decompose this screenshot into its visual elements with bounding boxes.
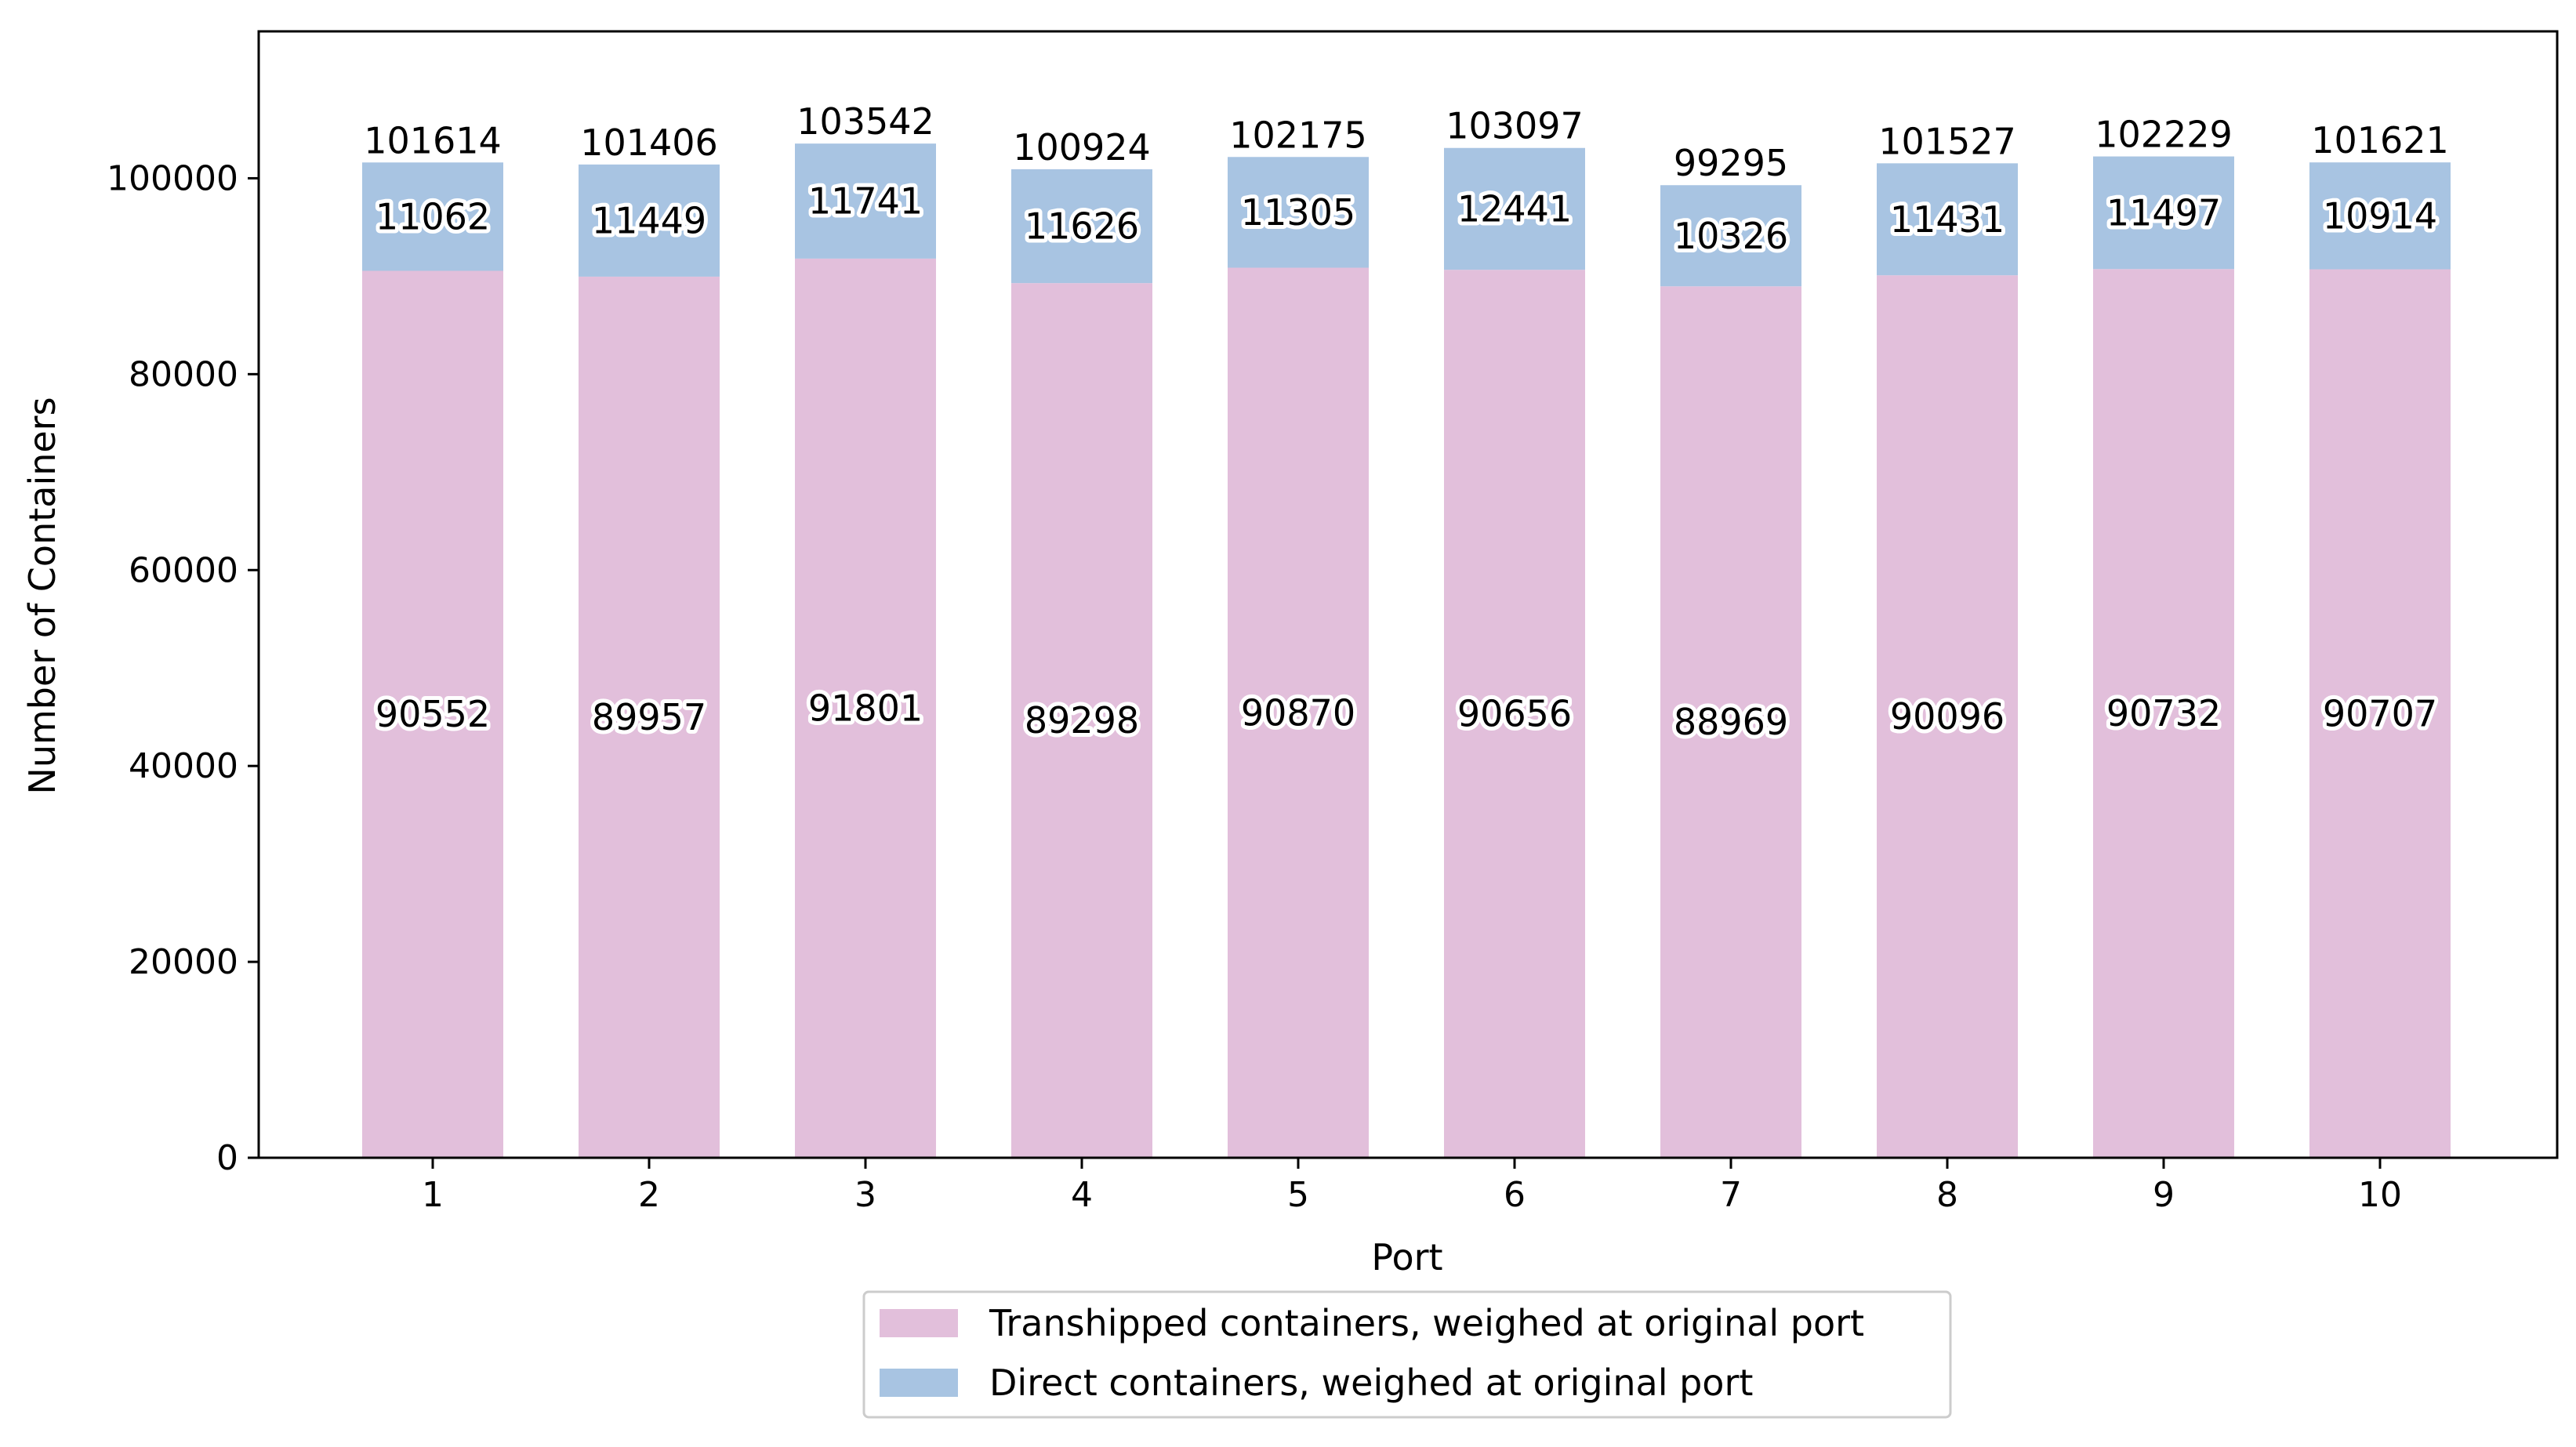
- bar-value-label-direct-port-1: 11062: [376, 195, 490, 238]
- legend: Transhipped containers, weighed at origi…: [862, 1290, 1952, 1419]
- axes-layer: 1 2 3 4 5 6 7 8 9 10 0 20000 40000 60000 80000 100000: [107, 30, 2559, 1215]
- bar-total-label-port-6: 103097: [1446, 105, 1584, 147]
- bar-total-label-port-1: 101614: [364, 119, 502, 161]
- legend-swatch-direct: [880, 1369, 958, 1397]
- bar-value-label-direct-port-6: 12441: [1457, 187, 1572, 230]
- y-tick-label: 0: [216, 1138, 238, 1178]
- bar-transhipped-port-5: [1228, 267, 1369, 1159]
- bar-direct-port-6: [1444, 147, 1585, 270]
- bar-value-label-transhipped-port-2: 89957: [592, 696, 706, 738]
- bar-value-label-transhipped-port-9: 90732: [2106, 692, 2221, 734]
- bar-transhipped-port-2: [579, 276, 720, 1159]
- bar-direct-port-10: [2309, 162, 2451, 270]
- bar-value-label-direct-port-5: 11305: [1241, 191, 1355, 234]
- y-tick-label: 20000: [129, 942, 238, 982]
- legend-frame: [862, 1290, 1952, 1419]
- bar-value-label-transhipped-port-3: 91801: [808, 687, 923, 729]
- y-tick-label: 100000: [107, 158, 238, 198]
- bar-value-label-transhipped-port-5: 90870: [1241, 691, 1355, 734]
- bars-layer: [362, 143, 2451, 1159]
- bar-total-label-port-2: 101406: [580, 121, 718, 164]
- bar-value-label-transhipped-port-10: 90707: [2323, 692, 2437, 734]
- x-tick-label: 5: [1287, 1175, 1309, 1215]
- bar-value-label-direct-port-4: 11626: [1025, 205, 1139, 248]
- bar-labels-layer: 90552 11062 101614 89957 11449 101406 91801 117…: [364, 100, 2449, 747]
- bar-total-label-port-9: 102229: [2095, 114, 2233, 156]
- bar-direct-port-5: [1228, 157, 1369, 268]
- bar-value-label-direct-port-7: 10326: [1674, 215, 1788, 257]
- bar-total-label-port-8: 101527: [1878, 120, 2016, 162]
- bar-direct-port-4: [1011, 169, 1152, 284]
- x-tick-label: 9: [2153, 1175, 2175, 1215]
- y-axis-title: Number of Containers: [21, 397, 63, 794]
- bar-direct-port-2: [579, 164, 720, 277]
- bar-direct-port-7: [1660, 185, 1801, 287]
- bar-transhipped-port-10: [2309, 269, 2451, 1158]
- bar-transhipped-port-1: [362, 270, 503, 1159]
- bar-total-label-port-4: 100924: [1013, 126, 1151, 169]
- bar-transhipped-port-8: [1877, 275, 2018, 1159]
- bar-direct-port-8: [1877, 163, 2018, 276]
- bar-transhipped-port-7: [1660, 286, 1801, 1159]
- x-tick-label: 7: [1720, 1175, 1742, 1215]
- bar-direct-port-1: [362, 162, 503, 271]
- y-tick-label: 80000: [129, 354, 238, 394]
- y-tick-label: 60000: [129, 550, 238, 590]
- bar-value-label-transhipped-port-7: 88969: [1674, 701, 1788, 743]
- bar-value-label-direct-port-3: 11741: [808, 180, 923, 223]
- bar-value-label-transhipped-port-4: 89298: [1025, 699, 1139, 742]
- x-tick-label: 4: [1071, 1175, 1093, 1215]
- bar-transhipped-port-3: [795, 258, 936, 1159]
- x-tick-label: 2: [638, 1175, 660, 1215]
- bar-transhipped-port-4: [1011, 283, 1152, 1159]
- bar-total-label-port-5: 102175: [1229, 114, 1367, 156]
- legend-label-transhipped: Transhipped containers, weighed at origi…: [989, 1302, 1864, 1344]
- legend-label-direct: Direct containers, weighed at original p…: [989, 1362, 1753, 1404]
- bar-total-label-port-7: 99295: [1674, 142, 1788, 184]
- bar-transhipped-port-6: [1444, 270, 1585, 1159]
- x-tick-label: 8: [1936, 1175, 1958, 1215]
- bar-value-label-transhipped-port-6: 90656: [1457, 693, 1572, 735]
- x-tick-label: 3: [854, 1175, 876, 1215]
- bar-value-label-direct-port-2: 11449: [592, 199, 706, 241]
- bar-direct-port-9: [2093, 156, 2234, 270]
- bar-direct-port-3: [795, 143, 936, 259]
- plot-frame: [257, 30, 2559, 1159]
- legend-swatch-transhipped: [880, 1309, 958, 1337]
- x-tick-label: 1: [422, 1175, 444, 1215]
- bar-value-label-transhipped-port-8: 90096: [1890, 695, 2005, 738]
- bar-total-label-port-3: 103542: [796, 100, 934, 143]
- bar-transhipped-port-9: [2093, 269, 2234, 1158]
- bar-value-label-direct-port-8: 11431: [1890, 198, 2005, 241]
- bar-total-label-port-10: 101621: [2311, 119, 2449, 161]
- x-axis-title: Port: [1371, 1236, 1442, 1278]
- y-tick-label: 40000: [129, 746, 238, 786]
- x-tick-label: 6: [1504, 1175, 1526, 1215]
- bar-value-label-transhipped-port-1: 90552: [376, 693, 490, 735]
- bar-value-label-direct-port-10: 10914: [2323, 194, 2437, 237]
- x-tick-label: 10: [2358, 1175, 2402, 1215]
- bar-value-label-direct-port-9: 11497: [2106, 191, 2221, 234]
